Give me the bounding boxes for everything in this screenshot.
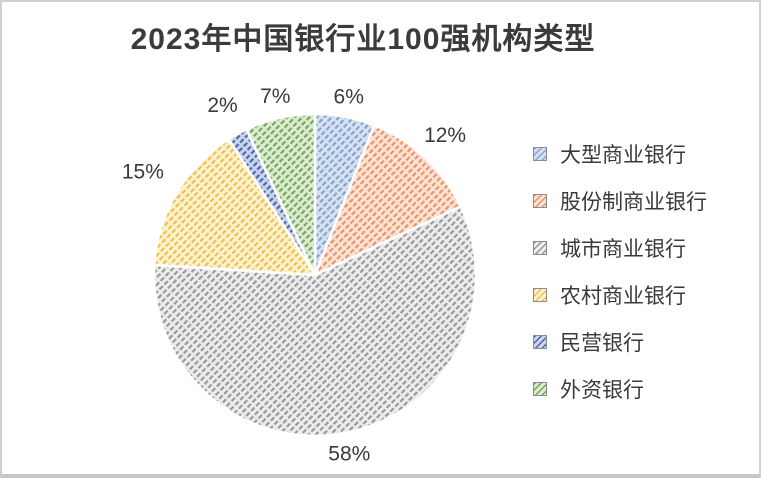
legend-label-4: 民营银行	[560, 332, 644, 355]
legend-swatch-0	[533, 147, 547, 161]
legend-item: 民营银行	[533, 329, 707, 355]
legend-item: 城市商业银行	[533, 235, 707, 261]
legend-swatch-2	[533, 241, 547, 255]
legend-item: 股份制商业银行	[533, 188, 707, 214]
legend-item: 大型商业银行	[533, 141, 707, 167]
legend-label-2: 城市商业银行	[560, 238, 686, 261]
pie-label-1: 12%	[424, 124, 466, 147]
pie-slice-5	[245, 112, 317, 277]
pie-label-5: 7%	[260, 85, 290, 108]
legend-swatch-5	[533, 382, 547, 396]
pie-label-0: 6%	[334, 86, 364, 109]
pie-slice-2	[152, 205, 478, 438]
legend-swatch-3	[533, 288, 547, 302]
pie-slice-1	[313, 124, 462, 277]
legend-item: 外资银行	[533, 376, 707, 402]
legend-label-3: 农村商业银行	[560, 285, 686, 308]
legend-item: 农村商业银行	[533, 282, 707, 308]
legend-label-5: 外资银行	[560, 379, 644, 402]
pie-label-2: 58%	[328, 442, 370, 465]
legend-swatch-4	[533, 335, 547, 349]
pie-label-4: 2%	[207, 94, 237, 117]
legend: 大型商业银行 股份制商业银行 城市商业银行 农村商业银行 民营银行 外资银行	[533, 141, 707, 423]
pie-slice-3	[153, 137, 317, 277]
chart-title: 2023年中国银行业100强机构类型	[130, 23, 596, 56]
pie-label-3: 15%	[122, 161, 164, 184]
legend-swatch-1	[533, 194, 547, 208]
legend-label-0: 大型商业银行	[560, 144, 686, 167]
legend-label-1: 股份制商业银行	[560, 191, 707, 214]
